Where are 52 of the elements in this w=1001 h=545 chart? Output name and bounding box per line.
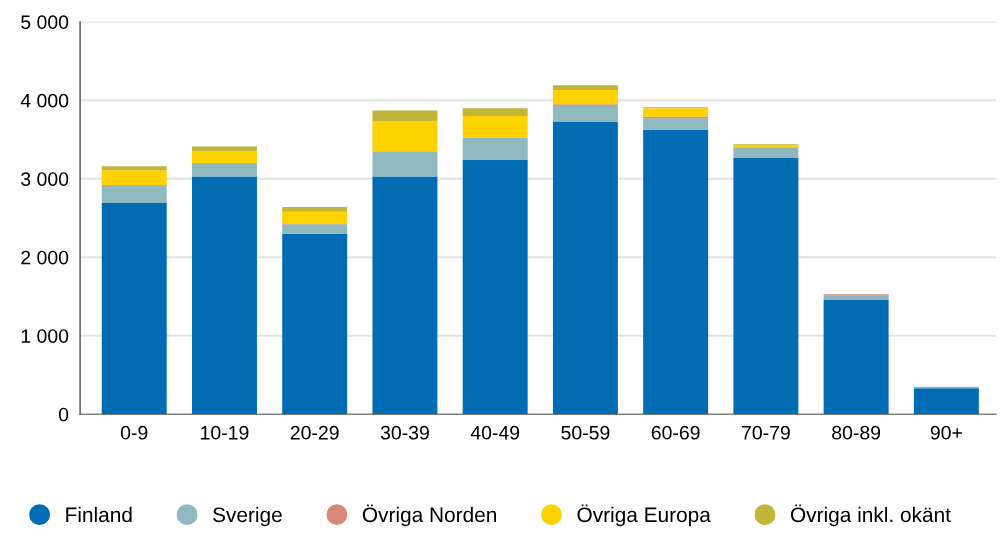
legend-label: Övriga Europa bbox=[577, 504, 711, 527]
x-tick-label: 30-39 bbox=[380, 425, 429, 440]
y-tick-label: 2 000 bbox=[21, 250, 69, 265]
bar bbox=[643, 130, 709, 415]
bar bbox=[552, 121, 618, 415]
y-tick-label: 4 000 bbox=[20, 93, 69, 108]
x-tick-label: 10-19 bbox=[201, 425, 249, 440]
bar bbox=[552, 90, 618, 105]
bar bbox=[101, 166, 167, 171]
y-tick-label: 0 bbox=[58, 407, 69, 422]
bar bbox=[462, 159, 528, 415]
bar bbox=[282, 207, 348, 212]
bar bbox=[191, 163, 257, 177]
bar bbox=[101, 185, 167, 204]
x-tick-label: 0-9 bbox=[120, 425, 148, 440]
bar bbox=[282, 211, 348, 224]
x-tick-label: 90+ bbox=[930, 425, 962, 440]
y-tick-label: 1 000 bbox=[21, 329, 69, 343]
bar bbox=[282, 233, 348, 415]
x-tick-label: 50-59 bbox=[561, 425, 610, 440]
bar bbox=[191, 176, 257, 415]
bar bbox=[823, 299, 889, 415]
bar bbox=[372, 151, 438, 177]
bar bbox=[101, 203, 167, 415]
x-tick-label: 80-89 bbox=[832, 425, 881, 440]
legend-label: Sverige bbox=[213, 506, 282, 527]
bar bbox=[101, 170, 167, 186]
y-tick-label: 5 000 bbox=[21, 15, 69, 30]
bar bbox=[823, 295, 889, 300]
y-tick-label: 3 000 bbox=[21, 172, 69, 186]
bar bbox=[733, 147, 799, 158]
bar bbox=[913, 388, 979, 415]
bar bbox=[552, 85, 618, 91]
legend-label: Övriga inkl. okänt bbox=[790, 504, 951, 527]
bar bbox=[372, 121, 438, 152]
x-tick-label: 70-79 bbox=[742, 425, 790, 440]
bar bbox=[372, 110, 438, 122]
legend-label: Övriga Norden bbox=[362, 504, 496, 527]
x-tick-label: 20-29 bbox=[290, 425, 339, 440]
x-tick-label: 60-69 bbox=[651, 425, 700, 440]
x-tick-label: 40-49 bbox=[470, 425, 520, 440]
bar bbox=[643, 118, 709, 131]
bar bbox=[372, 176, 438, 415]
bar bbox=[191, 151, 257, 164]
bar bbox=[462, 115, 528, 138]
bar bbox=[462, 108, 528, 116]
bar bbox=[643, 108, 709, 117]
bar bbox=[282, 224, 348, 234]
bar bbox=[733, 157, 799, 415]
bar bbox=[462, 137, 528, 160]
legend-label: Finland bbox=[66, 506, 132, 523]
bar bbox=[552, 104, 618, 122]
